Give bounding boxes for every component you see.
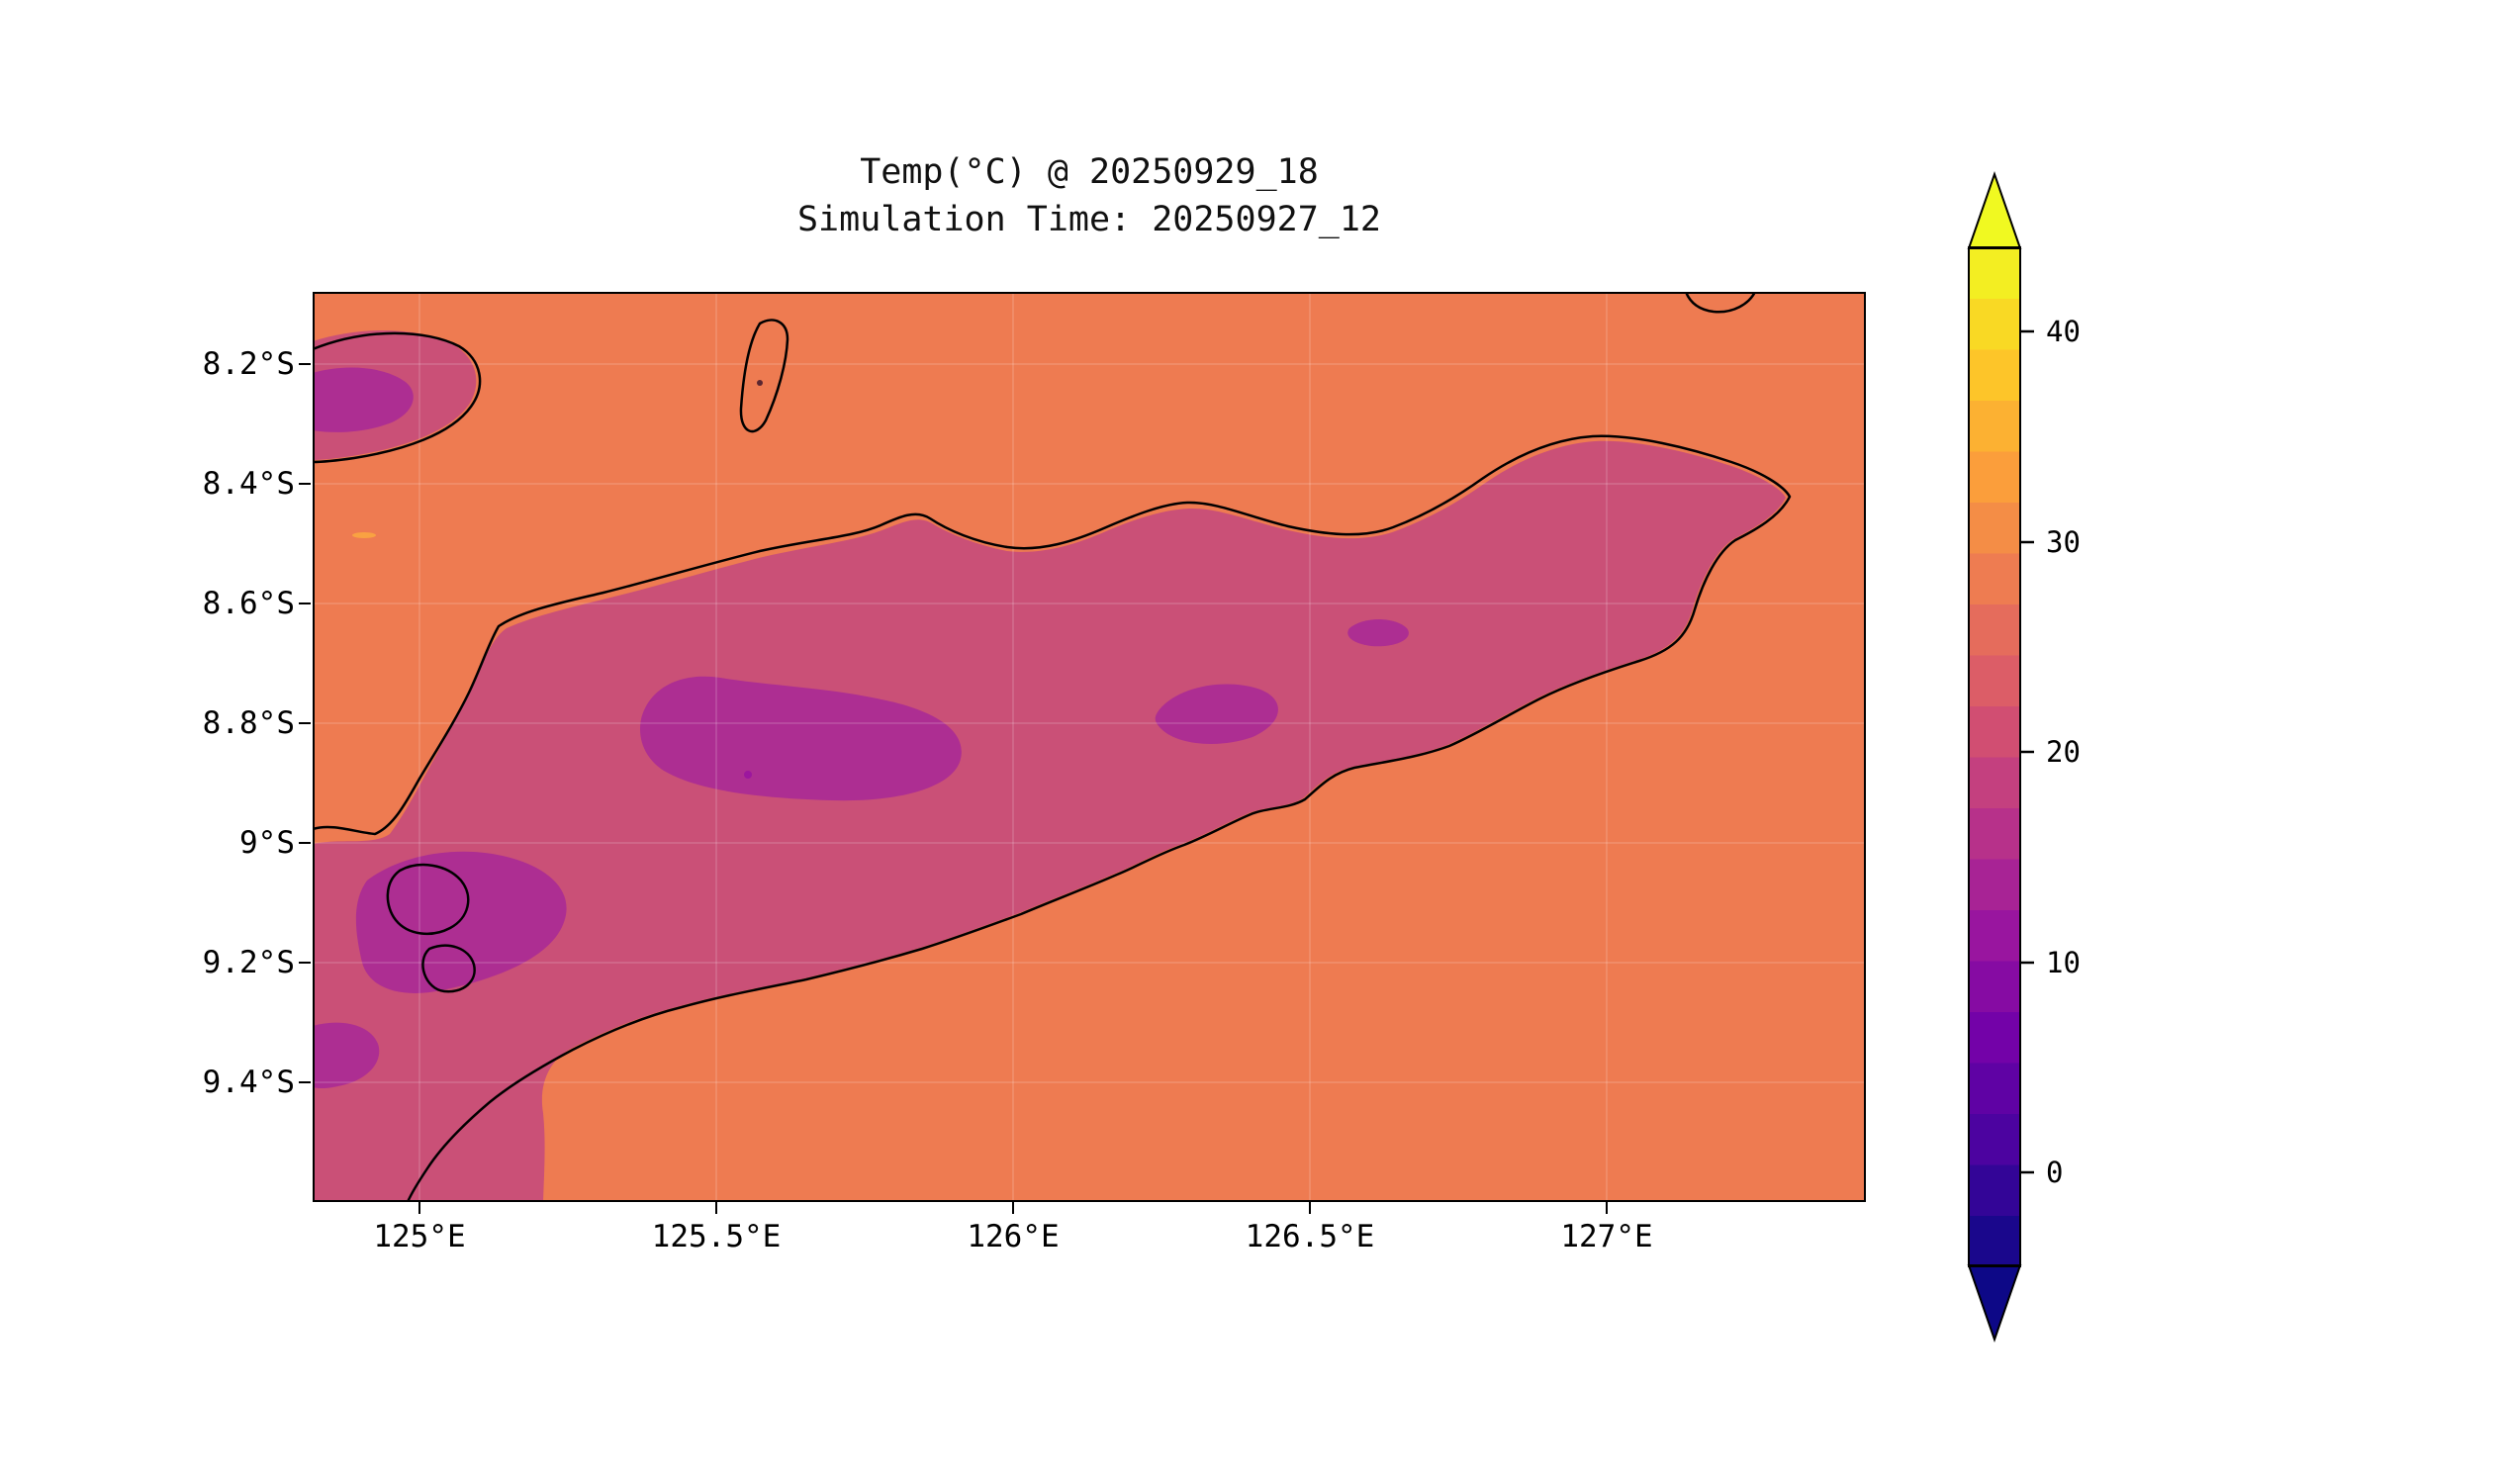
- plot-frame: [313, 292, 1866, 1202]
- colorbar-tick-30: 30: [2046, 525, 2081, 559]
- colorbar-band: [1969, 807, 2020, 860]
- y-tick-mark: [299, 483, 311, 485]
- colorbar-band: [1969, 400, 2020, 452]
- colorbar-band: [1969, 552, 2020, 604]
- coastline-islet-west-1: [386, 863, 470, 935]
- highland-fill-bottomleft: [313, 1022, 380, 1089]
- chart-subtitle: Simulation Time: 20250927_12: [796, 200, 1381, 239]
- x-tick-label: 127°E: [1560, 1219, 1653, 1254]
- x-tick-mark: [418, 1202, 420, 1214]
- y-tick-mark: [299, 962, 311, 964]
- chart-title: Temp(°C) @ 20250929_18: [860, 152, 1319, 192]
- colorbar-tick-0: 0: [2046, 1156, 2063, 1189]
- coastline-atauro-island: [739, 319, 789, 433]
- cold-spot-dot: [744, 771, 752, 779]
- y-tick-label: 9.2°S: [202, 945, 295, 980]
- colorbar-band: [1969, 1062, 2020, 1114]
- highland-fill-central: [639, 676, 962, 801]
- coastline-islet-west-2: [421, 944, 476, 993]
- colorbar-band: [1969, 348, 2020, 401]
- colorbar-band: [1969, 654, 2020, 706]
- coastline-main-island: [313, 434, 1792, 1202]
- y-tick-mark: [299, 722, 311, 724]
- colorbar-band: [1969, 1215, 2020, 1267]
- x-tick-mark: [1606, 1202, 1608, 1214]
- x-tick-label: 125.5°E: [651, 1219, 782, 1254]
- colorbar-tick-40: 40: [2046, 315, 2081, 348]
- colorbar: 40 30 20 10 0: [1967, 170, 2081, 1344]
- colorbar-band: [1969, 1163, 2020, 1216]
- island-band-fill: [313, 440, 1786, 1202]
- atauro-spot: [757, 380, 763, 386]
- y-tick-mark: [299, 1081, 311, 1083]
- x-tick-label: 125°E: [373, 1219, 466, 1254]
- colorbar-band: [1969, 1011, 2020, 1064]
- colorbar-band: [1969, 858, 2020, 910]
- coastline-northwest-island: [313, 331, 482, 464]
- colorbar-extend-max-arrow: [1967, 170, 2022, 249]
- colorbar-tick-labels: 40 30 20 10 0: [2046, 315, 2081, 1189]
- y-tick-label: 8.2°S: [202, 346, 295, 382]
- x-tick-label: 126°E: [967, 1219, 1060, 1254]
- colorbar-tick-20: 20: [2046, 735, 2081, 769]
- highland-fill-northwest: [313, 367, 414, 432]
- colorbar-band: [1969, 705, 2020, 758]
- gridlines: [313, 292, 1866, 1202]
- x-tick-mark: [715, 1202, 717, 1214]
- colorbar-band: [1969, 298, 2020, 350]
- colorbar-outline: [1968, 246, 2021, 1267]
- y-tick-mark: [299, 603, 311, 604]
- colorbar-bands: [1969, 246, 2020, 1267]
- y-tick-mark: [299, 363, 311, 365]
- x-tick-mark: [1012, 1202, 1014, 1214]
- y-tick-label: 8.4°S: [202, 466, 295, 502]
- y-tick-label: 9.4°S: [202, 1065, 295, 1100]
- colorbar-band: [1969, 246, 2020, 299]
- colorbar-band: [1969, 502, 2020, 554]
- colorbar-tick-marks: [2020, 329, 2034, 1174]
- colorbar-extend-min-arrow: [1967, 1264, 2022, 1344]
- highland-fill-southwest: [355, 851, 567, 993]
- colorbar-band: [1969, 756, 2020, 808]
- y-tick-label: 8.6°S: [202, 586, 295, 621]
- warm-dash: [352, 532, 376, 538]
- y-tick-label: 8.8°S: [202, 705, 295, 741]
- colorbar-tick-10: 10: [2046, 946, 2081, 979]
- map-canvas: [313, 292, 1866, 1202]
- colorbar-band: [1969, 909, 2020, 962]
- x-tick-mark: [1309, 1202, 1311, 1214]
- y-tick-label: 9°S: [239, 825, 295, 861]
- colorbar-band: [1969, 450, 2020, 503]
- colorbar-band: [1969, 603, 2020, 656]
- highland-fill-small: [1347, 619, 1409, 647]
- chart-title-block: Temp(°C) @ 20250929_18 Simulation Time: …: [313, 148, 1866, 243]
- coastline-northeast-fragment: [1684, 292, 1757, 314]
- x-tick-label: 126.5°E: [1245, 1219, 1375, 1254]
- colorbar-band: [1969, 1113, 2020, 1165]
- highland-fill-east-central: [1155, 684, 1278, 744]
- y-tick-mark: [299, 842, 311, 844]
- colorbar-band: [1969, 960, 2020, 1012]
